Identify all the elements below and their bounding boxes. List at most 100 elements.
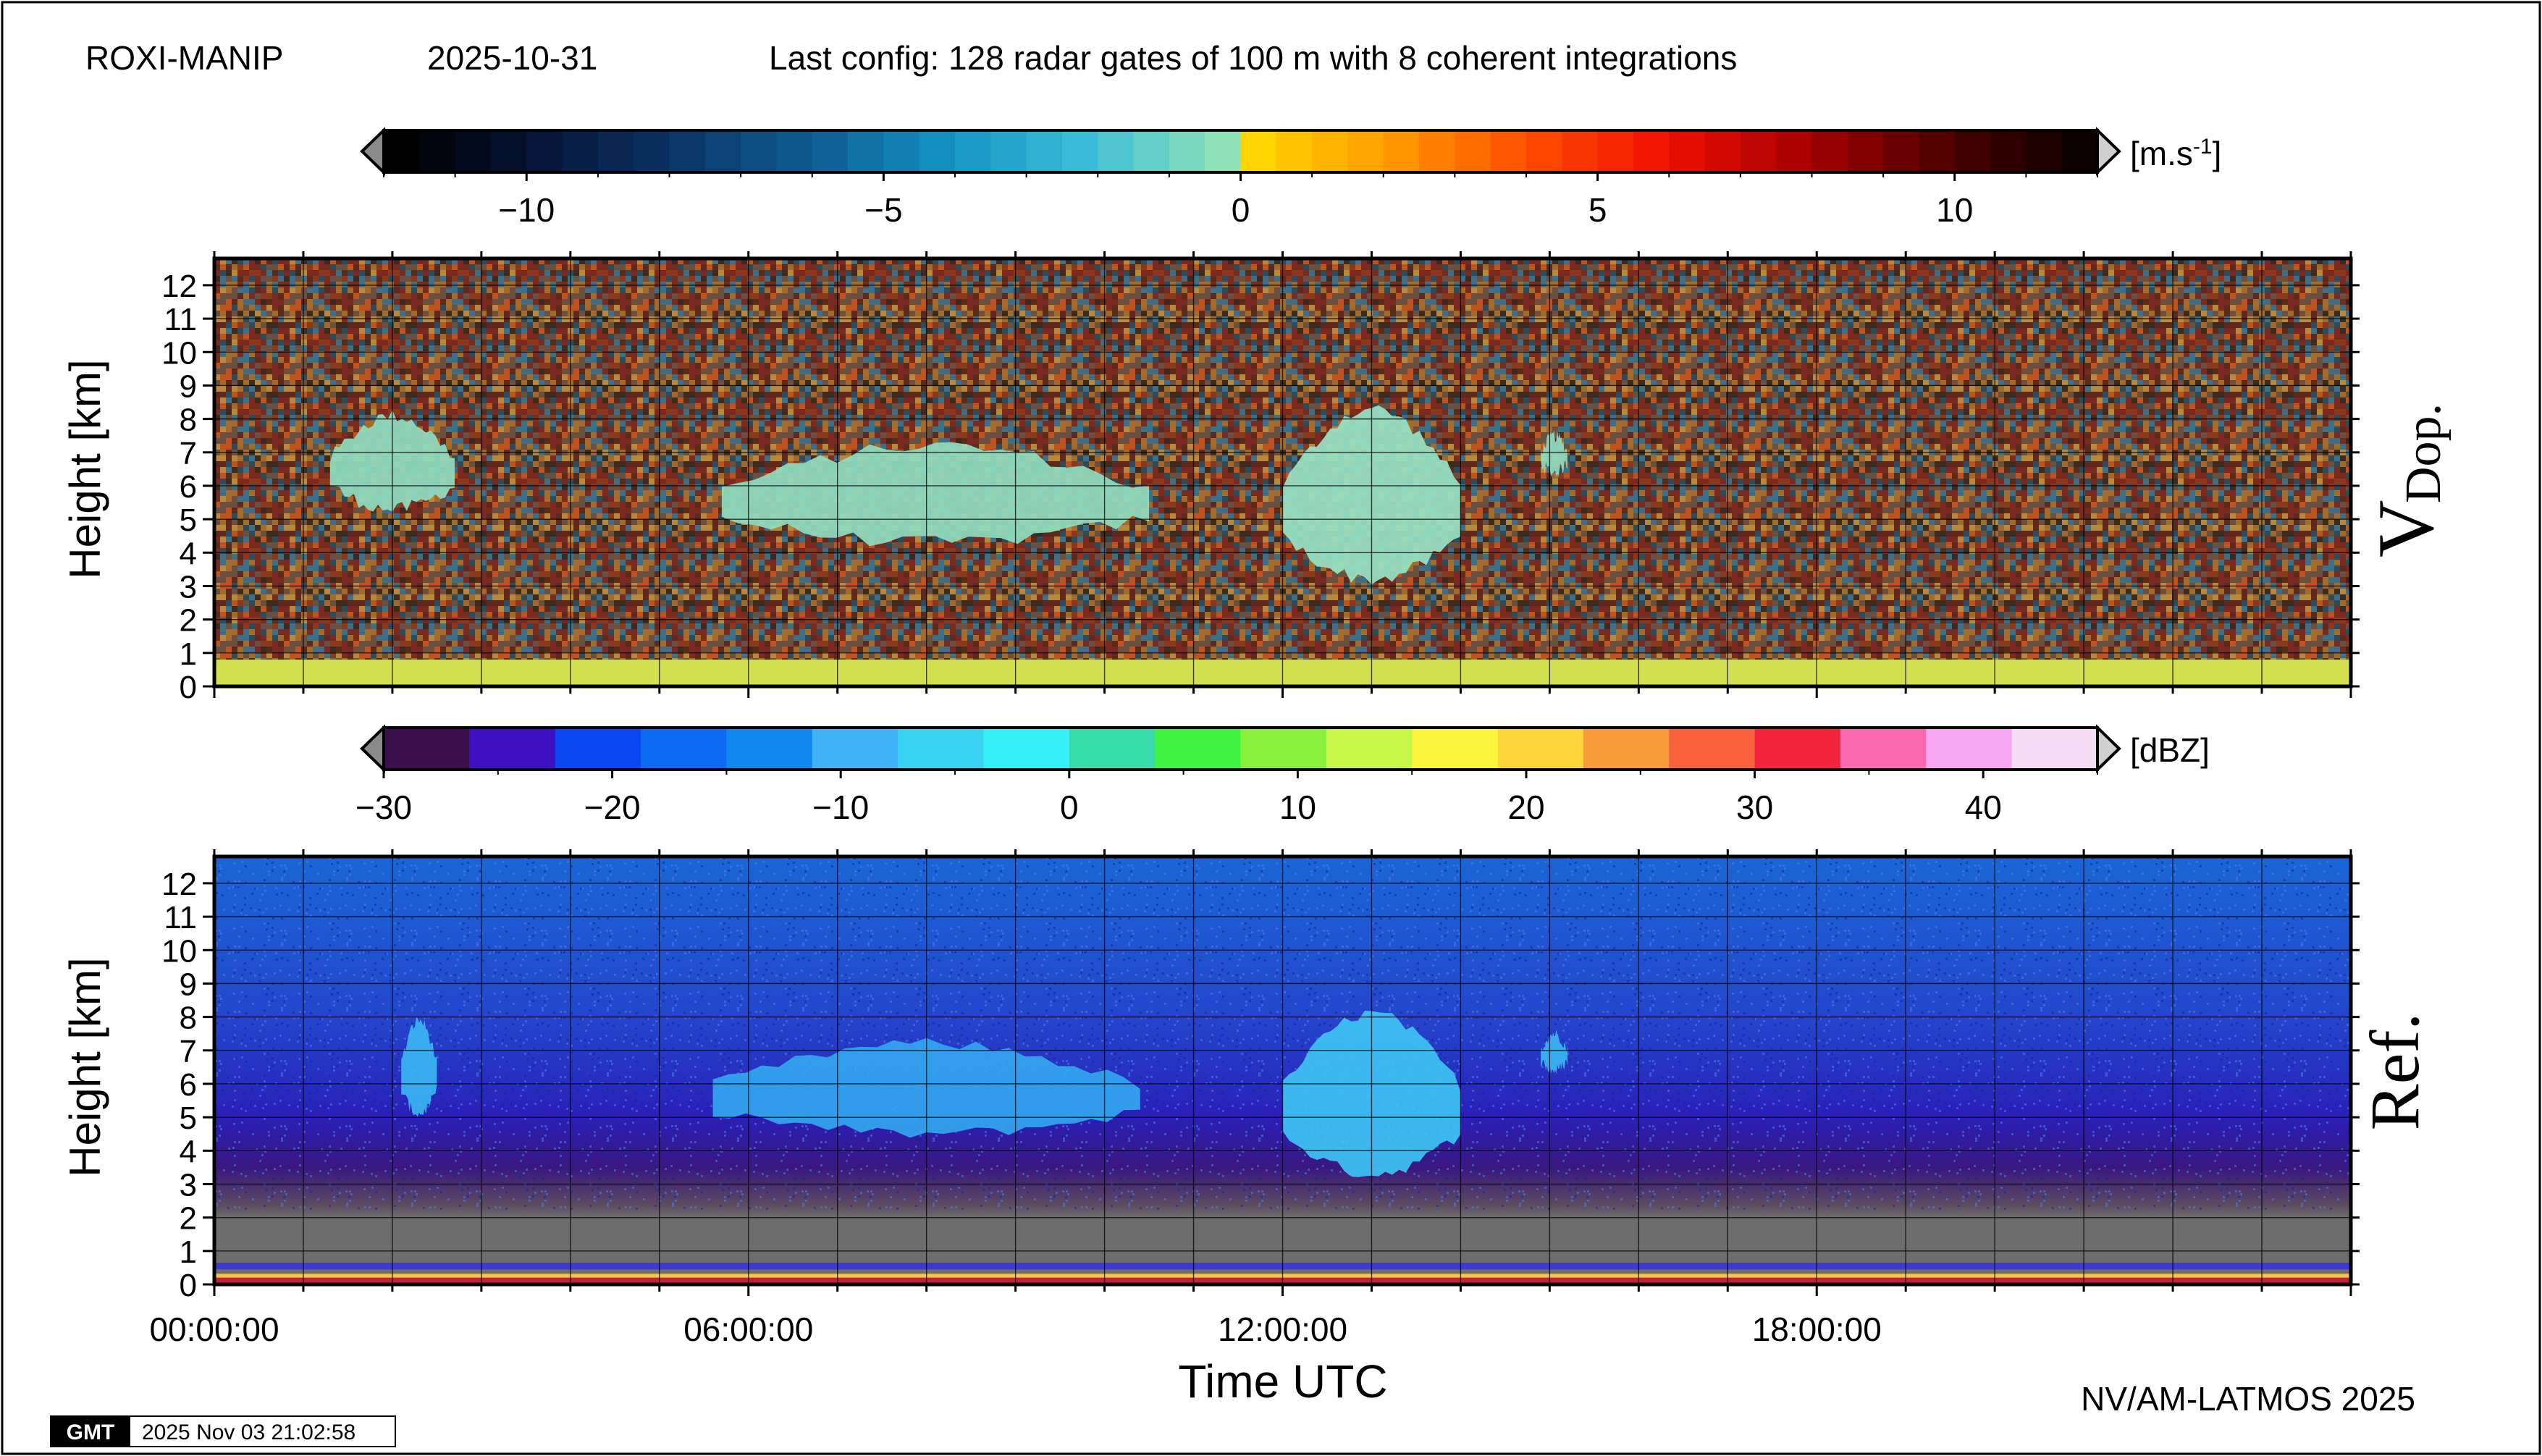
colorbar-tick-label: 40 bbox=[1965, 788, 2002, 826]
x-tick-label: 06:00:00 bbox=[683, 1310, 813, 1348]
reflectivity-cloud-echo bbox=[401, 1017, 437, 1117]
y-tick-label: 6 bbox=[180, 469, 197, 505]
colorbar-swatch bbox=[1840, 728, 1927, 770]
y-tick-label: 8 bbox=[180, 1001, 197, 1036]
y-tick-label: 3 bbox=[180, 1167, 197, 1203]
colorbar-swatch bbox=[1847, 130, 1884, 172]
colorbar-swatch bbox=[848, 130, 884, 172]
panel-frame bbox=[212, 854, 2353, 1287]
colorbar-swatch bbox=[883, 130, 920, 172]
colorbar-swatch bbox=[1954, 130, 1991, 172]
gmt-stamp: GMT 2025 Nov 03 21:02:58 bbox=[50, 1415, 396, 1447]
colorbar-swatch bbox=[634, 130, 670, 172]
velocity-colorbar-ticks: −10 −5 0 5 10 bbox=[383, 172, 2098, 229]
colorbar-swatch bbox=[1497, 728, 1584, 770]
colorbar-swatch bbox=[1704, 130, 1741, 172]
colorbar-swatch bbox=[1562, 130, 1599, 172]
colorbar-swatch bbox=[1240, 130, 1277, 172]
colorbar-swatch bbox=[1526, 130, 1562, 172]
y-tick-label: 10 bbox=[161, 933, 197, 969]
colorbar-swatch bbox=[1883, 130, 1920, 172]
y-tick-label: 1 bbox=[180, 636, 197, 672]
colorbar-tick-label: 20 bbox=[1507, 788, 1544, 826]
colorbar-swatch bbox=[1455, 130, 1491, 172]
colorbar-frame bbox=[382, 726, 2099, 771]
x-tick-label: 18:00:00 bbox=[1752, 1310, 1882, 1348]
y-tick-label: 0 bbox=[180, 1268, 197, 1303]
colorbar-swatch bbox=[2061, 130, 2098, 172]
colorbar-swatch bbox=[1155, 728, 1242, 770]
colorbar-swatch bbox=[1990, 130, 2027, 172]
colorbar-swatch bbox=[1583, 728, 1670, 770]
reflectivity-xticks: 00:00:00 06:00:00 12:00:00 18:00:00 bbox=[149, 1310, 1881, 1348]
y-tick-label: 10 bbox=[161, 335, 197, 371]
time-axis-label: Time UTC bbox=[1178, 1355, 1387, 1407]
colorbar-swatch bbox=[1276, 130, 1313, 172]
colorbar-swatch bbox=[2011, 728, 2098, 770]
reflectivity-cloud-echo bbox=[1541, 1030, 1567, 1074]
colorbar-tick-label: −5 bbox=[864, 191, 902, 229]
reflectivity-panel bbox=[212, 849, 2353, 1296]
y-tick-label: 5 bbox=[180, 1101, 197, 1136]
colorbar-swatch bbox=[1240, 728, 1327, 770]
gmt-logo-badge bbox=[51, 1416, 130, 1447]
colorbar-swatch bbox=[1811, 130, 1848, 172]
colorbar-tick-label: 0 bbox=[1232, 191, 1250, 229]
colorbar-swatch bbox=[726, 728, 813, 770]
config-label: Last config: 128 radar gates of 100 m wi… bbox=[769, 39, 1737, 77]
colorbar-swatch bbox=[641, 728, 727, 770]
velocity-panel-label-sub: Dop. bbox=[2396, 403, 2451, 503]
colorbar-swatch bbox=[669, 130, 706, 172]
colorbar-swatch bbox=[1205, 130, 1242, 172]
colorbar-swatch bbox=[1098, 130, 1135, 172]
colorbar-tick-label: 10 bbox=[1936, 191, 1973, 229]
velocity-ylabel: Height [km] bbox=[61, 359, 109, 578]
y-tick-label: 3 bbox=[180, 569, 197, 605]
x-tick-label: 00:00:00 bbox=[149, 1310, 279, 1348]
colorbar-swatch bbox=[384, 130, 420, 172]
velocity-panel bbox=[212, 251, 2353, 698]
colorbar-swatch bbox=[1312, 130, 1349, 172]
reflectivity-ylabel: Height [km] bbox=[61, 957, 109, 1177]
colorbar-swatch bbox=[562, 130, 599, 172]
colorbar-swatch bbox=[898, 728, 985, 770]
y-tick-label: 12 bbox=[161, 867, 197, 902]
colorbar-swatch bbox=[1669, 728, 1756, 770]
colorbar-tick-label: −10 bbox=[812, 788, 869, 826]
colorbar-tick-label: −10 bbox=[498, 191, 555, 229]
velocity-panel-label-main: V bbox=[2362, 500, 2450, 557]
colorbar-swatch bbox=[1026, 130, 1063, 172]
y-tick-label: 11 bbox=[164, 302, 197, 337]
y-tick-label: 1 bbox=[180, 1234, 197, 1270]
colorbar-swatch bbox=[812, 728, 898, 770]
y-tick-label: 4 bbox=[180, 536, 197, 571]
colorbar-swatch bbox=[1633, 130, 1670, 172]
y-tick-label: 2 bbox=[180, 1201, 197, 1237]
velocity-cloud-echo bbox=[721, 442, 1150, 547]
velocity-colorbar-unit: [m.s-1] bbox=[2130, 135, 2221, 173]
colorbar-swatch bbox=[1347, 130, 1384, 172]
colorbar-tick-label: 10 bbox=[1279, 788, 1316, 826]
y-tick-label: 8 bbox=[180, 403, 197, 438]
date-label: 2025-10-31 bbox=[427, 39, 597, 77]
colorbar-swatch bbox=[1754, 728, 1841, 770]
reflectivity-colorbar-ticks: −30 −20 −10 0 10 20 30 40 bbox=[355, 770, 2098, 826]
colorbar-swatch bbox=[526, 130, 563, 172]
y-tick-label: 2 bbox=[180, 603, 197, 639]
colorbar-swatch bbox=[1776, 130, 1813, 172]
colorbar-swatch bbox=[1133, 130, 1170, 172]
velocity-panel-label: V Dop. bbox=[2362, 403, 2451, 557]
y-tick-label: 7 bbox=[180, 1034, 197, 1069]
colorbar-swatch bbox=[1919, 130, 1956, 172]
colorbar-swatch bbox=[1383, 130, 1420, 172]
y-tick-label: 6 bbox=[180, 1067, 197, 1103]
colorbar-swatch bbox=[776, 130, 813, 172]
colorbar-swatch bbox=[455, 130, 492, 172]
colorbar-tick-label: 5 bbox=[1588, 191, 1607, 229]
credit-label: NV/AM-LATMOS 2025 bbox=[2081, 1380, 2415, 1418]
colorbar-swatch bbox=[1490, 130, 1527, 172]
